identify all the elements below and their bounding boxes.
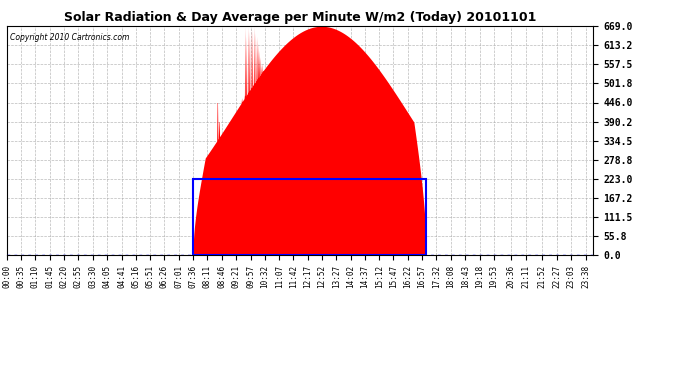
Text: Copyright 2010 Cartronics.com: Copyright 2010 Cartronics.com [10, 33, 129, 42]
Title: Solar Radiation & Day Average per Minute W/m2 (Today) 20101101: Solar Radiation & Day Average per Minute… [64, 11, 536, 24]
Bar [193, 179, 426, 255]
